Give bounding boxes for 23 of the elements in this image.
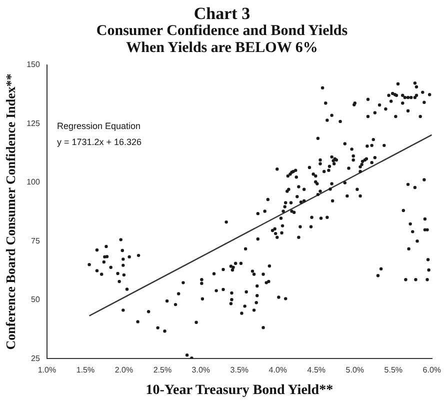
x-tick-label: 3.5% [230,366,249,375]
y-axis-title: Conference Board Consumer Confidence Index** [3,74,18,350]
annotation: y = 1731.2x + 16.326 [56,136,142,147]
y-tick-label: 100 [26,178,40,187]
x-tick-label: 4.0% [268,366,288,375]
x-tick-label: 2.0% [114,366,134,375]
annotation: Regression Equation [56,120,141,131]
y-tick-label: 50 [31,295,40,304]
x-tick-label: 5.0% [346,366,364,375]
y-tick-label: 25 [31,354,40,363]
x-tick-label: 5.5% [384,366,403,375]
x-axis-title: 10-Year Treasury Bond Yield** [146,383,334,398]
y-tick-label: 75 [31,236,40,246]
y-tick-label: 125 [26,118,40,128]
x-tick-label: 3.0% [192,366,210,375]
x-tick-label: 1.0% [38,366,56,375]
chart-title: Chart 3 [192,3,252,23]
chart-subtitle: Consumer Confidence and Bond Yields When Yields are BELOW 6% [95,23,349,57]
x-tick-label: 2.5% [153,366,172,375]
x-tick-label: 4.5% [307,366,326,375]
x-tick-label: 1.5% [76,366,95,375]
x-tick-label: 6.0% [422,366,441,375]
y-tick-label: 150 [26,60,40,70]
